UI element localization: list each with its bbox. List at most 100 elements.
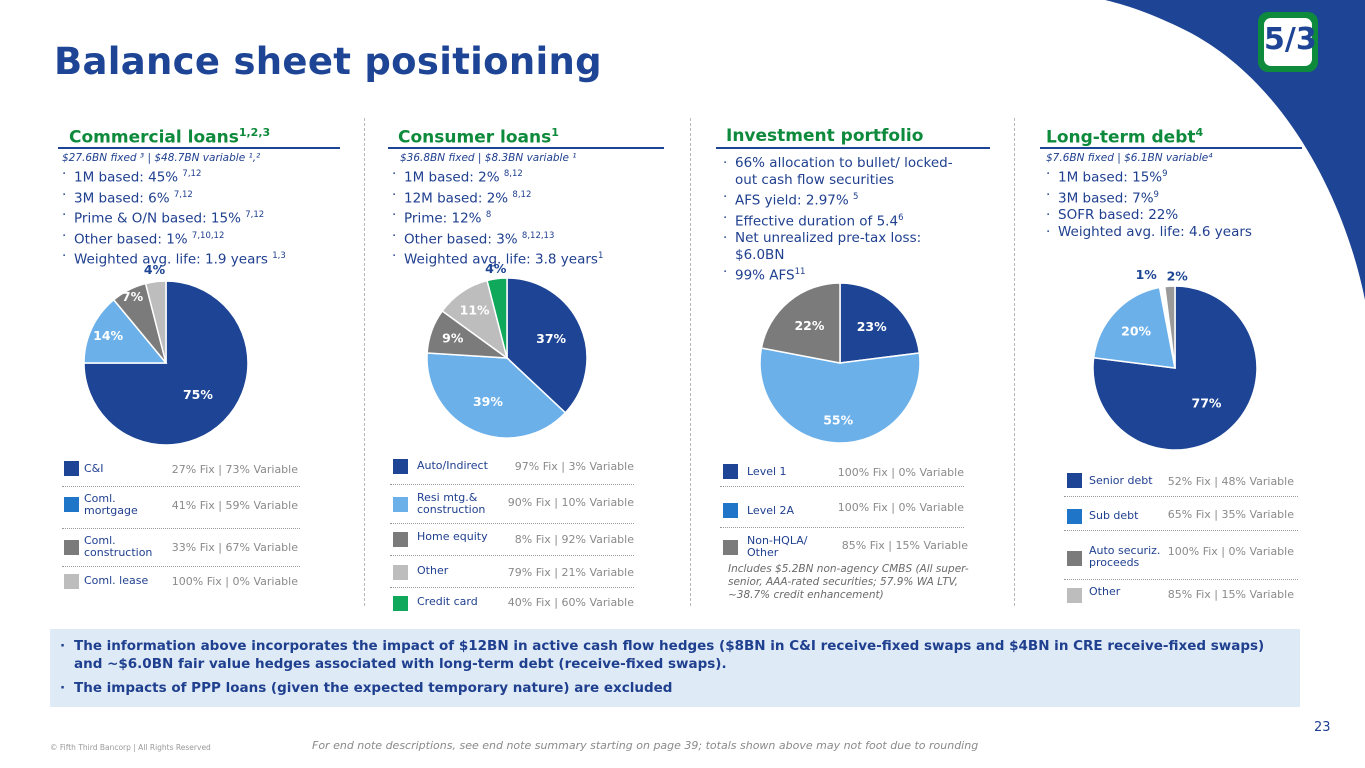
legend-value: 33% Fix | 67% Variable [171,541,298,554]
pie-data-label: 14% [93,328,123,343]
legend-value: 8% Fix | 92% Variable [514,533,634,546]
corner-swoosh [1105,0,1365,300]
section-rule [1040,147,1302,149]
bullet-item: 3M based: 7%9 [1044,187,1294,208]
legend-value: 100% Fix | 0% Variable [171,575,298,588]
legend-swatch-non-hqla [723,540,738,555]
legend-swatch-auto [393,459,408,474]
legend-value: 27% Fix | 73% Variable [171,463,298,476]
legend-swatch-other [1067,588,1082,603]
legend-divider [1064,579,1298,581]
legend-swatch-auto-securiz [1067,551,1082,566]
pie-slice [506,277,588,414]
section-rule [716,147,990,149]
legend-label: Sub debt [1089,509,1139,522]
legend-divider [62,566,300,568]
legend-label: Senior debt [1089,474,1153,487]
commercial-loans-pie-chart: 75% 14% 7%4% [83,262,249,446]
pie-slice [759,347,921,444]
legend-divider [390,523,634,525]
pie-slice [83,280,249,446]
bullet-item: 66% allocation to bullet/ locked-out cas… [721,155,971,189]
legend-label: Auto securiz. proceeds [1089,544,1161,569]
legend-swatch-ci [64,461,79,476]
pie-data-label: 4% [485,261,507,276]
legend-divider [62,528,300,530]
corner-decoration [1045,0,1365,300]
legend-label: Level 2A [747,504,795,517]
pie-data-label: 77% [1192,396,1222,411]
consumer-loans-title: Consumer loans1 [398,126,559,148]
bullet-item: 99% AFS11 [721,264,971,285]
pie-data-label: 55% [823,413,853,428]
bullet-item: 1M based: 45% 7,12 [60,166,350,187]
legend-label: Coml. construction [84,534,153,559]
legend-value: 40% Fix | 60% Variable [507,596,634,609]
pie-data-label: 4% [144,262,166,277]
copyright-text: © Fifth Third Bancorp | All Rights Reser… [50,743,211,752]
bullet-item: Net unrealized pre-tax loss: $6.0BN [721,230,971,264]
pie-slice [486,277,508,359]
legend-value: 90% Fix | 10% Variable [507,496,634,509]
legend-swatch-level-2a [723,503,738,518]
column-separator [1014,118,1015,606]
pie-data-label: 75% [183,387,213,402]
legend-swatch-sub-debt [1067,509,1082,524]
legend-label: C&I [84,462,104,475]
pie-data-label: 23% [857,319,887,334]
long-term-debt-title: Long-term debt4 [1046,126,1204,148]
legend-value: 52% Fix | 48% Variable [1167,475,1294,488]
pie-slice [839,282,921,364]
bullet-item: Other based: 3% 8,12,13 [390,228,680,249]
bullet-item: Weighted avg. life: 4.6 years [1044,224,1294,241]
legend-divider [390,587,634,589]
bullet-item: 1M based: 2% 8,12 [390,166,680,187]
banner-bullets: The information above incorporates the i… [58,637,1288,703]
commercial-loans-title: Commercial loans1,2,3 [69,126,271,148]
legend-swatch-coml-construction [64,540,79,555]
bullet-item: 1M based: 15%9 [1044,166,1294,187]
legend-swatch-senior-debt [1067,473,1082,488]
cmbs-note: Includes $5.2BN non-agency CMBS (All sup… [728,563,969,601]
legend-value: 100% Fix | 0% Variable [837,501,964,514]
legend-divider [390,484,634,486]
legend-swatch-coml-mortgage [64,497,79,512]
commercial-subline: $27.6BN fixed ³ | $48.7BN variable ¹,² [62,152,261,164]
pie-data-label: 20% [1121,324,1151,339]
legend-label: Other [417,564,449,577]
pie-slice [426,352,567,439]
legend-value: 97% Fix | 3% Variable [514,460,634,473]
legend-label: Home equity [417,530,488,543]
legend-swatch-level-1 [723,464,738,479]
pie-data-label: 2% [1167,268,1189,283]
long-term-debt-pie-chart: 77% 20% 1% 2% [1092,267,1258,451]
pie-data-label: 7% [122,289,144,304]
legend-divider [720,486,964,488]
fifth-third-logo: 5/3 [1258,12,1318,72]
pie-data-label: 39% [473,394,503,409]
legend-swatch-home-equity [393,532,408,547]
pie-data-label: 9% [442,331,464,346]
banner-item: The impacts of PPP loans (given the expe… [58,679,1288,697]
pie-slice [1163,285,1176,369]
bullet-item: 3M based: 6% 7,12 [60,187,350,208]
logo-text: 5/3 [1264,22,1317,57]
investment-portfolio-pie-chart: 23% 55% 22% [759,282,921,444]
legend-label: Coml. mortgage [84,492,138,517]
bullet-item: SOFR based: 22% [1044,207,1294,224]
pie-data-label: 37% [536,331,566,346]
legend-label: Other [1089,585,1121,598]
investment-portfolio-title: Investment portfolio [726,126,924,146]
bullet-item: Weighted avg. life: 1.9 years 1,3 [60,248,350,269]
legend-swatch-credit-card [393,596,408,611]
bullet-item: Prime & O/N based: 15% 7,12 [60,207,350,228]
legend-label: Resi mtg.& construction [417,491,486,516]
page-title: Balance sheet positioning [54,40,602,83]
legend-swatch-other [393,565,408,580]
banner-item: The information above incorporates the i… [58,637,1288,673]
pie-slice [144,280,167,364]
pie-data-label: 11% [460,302,490,317]
section-rule [388,147,664,149]
legend-label: Coml. lease [84,574,149,587]
bullet-item: Weighted avg. life: 3.8 years1 [390,248,680,269]
